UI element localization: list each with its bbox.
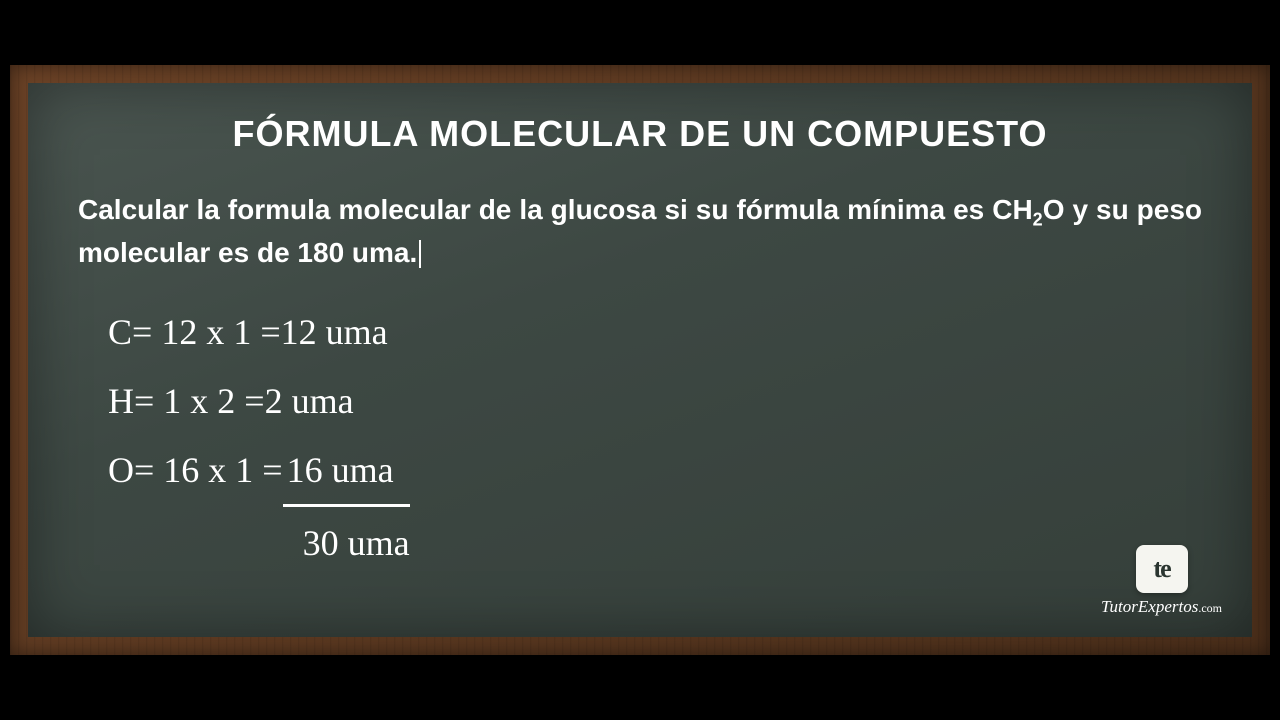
calc-line-carbon: C = 12 x 1 = 12 uma [108, 302, 1202, 363]
result-h: 2 uma [265, 371, 354, 432]
sum-total: 30 uma [283, 507, 410, 574]
expr-c: = 12 x 1 = [132, 302, 281, 363]
result-o: 16 uma [283, 440, 410, 506]
brand-logo: te TutorExpertos.com [1101, 545, 1222, 617]
logo-name: TutorExpertos [1101, 597, 1198, 616]
result-c: 12 uma [281, 302, 388, 363]
problem-statement: Calcular la formula molecular de la gluc… [78, 190, 1202, 272]
chalkboard: FÓRMULA MOLECULAR DE UN COMPUESTO Calcul… [28, 83, 1252, 637]
calc-line-oxygen: O = 16 x 1 = 16 uma 30 uma [108, 440, 1202, 573]
logo-badge: te [1136, 545, 1188, 593]
calc-line-hydrogen: H = 1 x 2 = 2 uma [108, 371, 1202, 432]
problem-part1: Calcular la formula molecular de la gluc… [78, 194, 1033, 225]
logo-suffix: .com [1198, 601, 1222, 615]
element-c: C [108, 302, 132, 363]
element-o: O [108, 440, 134, 501]
handwritten-calculations: C = 12 x 1 = 12 uma H = 1 x 2 = 2 uma O … [108, 302, 1202, 574]
expr-o: = 16 x 1 = [134, 440, 283, 501]
formula-subscript: 2 [1033, 210, 1043, 230]
logo-label: TutorExpertos.com [1101, 597, 1222, 617]
logo-abbrev: te [1153, 554, 1169, 584]
text-cursor [419, 240, 421, 268]
expr-h: = 1 x 2 = [134, 371, 265, 432]
element-h: H [108, 371, 134, 432]
wooden-frame: FÓRMULA MOLECULAR DE UN COMPUESTO Calcul… [10, 65, 1270, 655]
sum-fraction: 16 uma 30 uma [283, 440, 410, 573]
page-title: FÓRMULA MOLECULAR DE UN COMPUESTO [158, 113, 1122, 155]
